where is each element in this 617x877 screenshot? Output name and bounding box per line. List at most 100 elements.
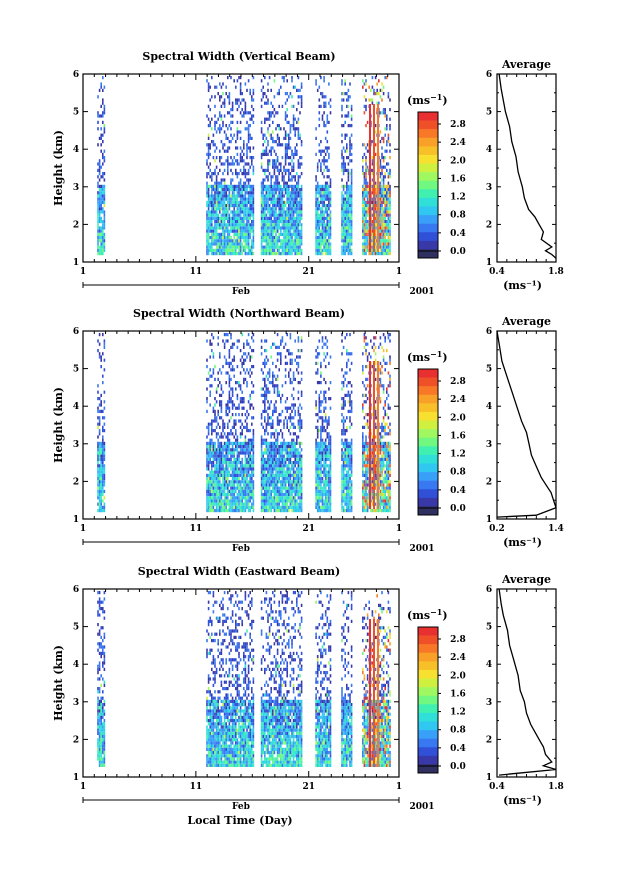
colorbar-tick-label: 0.4 bbox=[450, 486, 466, 496]
colorbar-tick-label: 1.2 bbox=[450, 708, 466, 718]
panel-0: Spectral Width (Vertical Beam) 1 2 3 4 5 6 Heig… bbox=[52, 50, 564, 297]
colorbar-unit: (ms−1) bbox=[407, 349, 448, 364]
y-tick-label: 2 bbox=[73, 477, 79, 487]
colorbar-tick-label: 0.0 bbox=[450, 504, 466, 514]
colorbar-frame bbox=[417, 368, 439, 516]
avg-y-tick-label: 6 bbox=[486, 327, 492, 337]
colorbar-segment bbox=[418, 403, 438, 413]
year-label: 2001 bbox=[409, 287, 434, 297]
panel-2: Spectral Width (Eastward Beam) 1 2 3 4 5 6 Heig… bbox=[52, 565, 564, 812]
panel-title: Spectral Width (Vertical Beam) bbox=[142, 50, 335, 63]
avg-x-tick-label: 1.8 bbox=[548, 267, 564, 277]
avg-y-tick-label: 2 bbox=[486, 220, 492, 230]
x-tick-label: 1 bbox=[396, 524, 402, 534]
y-tick-label: 1 bbox=[73, 258, 79, 268]
colorbar: 2.8 2.4 2.0 1.6 1.2 0.8 0.4 0.0 (ms−1) bbox=[407, 92, 466, 259]
colorbar-segment bbox=[418, 437, 438, 447]
colorbar-tick-label: 1.6 bbox=[450, 689, 466, 699]
colorbar-tick-label: 0.8 bbox=[450, 211, 466, 221]
colorbar-tick-label: 0.4 bbox=[450, 744, 466, 754]
y-tick-label: 3 bbox=[73, 698, 79, 708]
colorbar-segment bbox=[418, 206, 438, 216]
colorbar-segment bbox=[418, 454, 438, 464]
colorbar-segment bbox=[418, 627, 438, 636]
colorbar-segment bbox=[418, 172, 438, 182]
panel-1: Spectral Width (Northward Beam) 1 2 3 4 5 6 Hei… bbox=[52, 307, 564, 554]
colorbar-segment bbox=[418, 644, 438, 654]
avg-y-tick-label: 4 bbox=[486, 402, 492, 412]
avg-y-tick-label: 2 bbox=[486, 477, 492, 487]
avg-y-tick-label: 1 bbox=[486, 773, 492, 783]
average-profile-line bbox=[496, 330, 557, 518]
avg-y-tick-label: 4 bbox=[486, 660, 492, 670]
colorbar-segment bbox=[418, 189, 438, 199]
colorbar-segment bbox=[418, 215, 438, 224]
colorbar-frame bbox=[417, 111, 439, 259]
colorbar-tick-label: 0.8 bbox=[450, 726, 466, 736]
y-tick-label: 4 bbox=[73, 402, 79, 412]
x-tick-label: 1 bbox=[80, 782, 86, 792]
colorbar-segment bbox=[418, 163, 438, 173]
avg-y-tick-label: 1 bbox=[486, 515, 492, 525]
avg-y-tick-label: 2 bbox=[486, 735, 492, 745]
y-tick-label: 2 bbox=[73, 220, 79, 230]
y-tick-label: 6 bbox=[73, 70, 79, 80]
y-tick-label: 5 bbox=[73, 623, 79, 633]
colorbar-tick-label: 2.8 bbox=[450, 377, 466, 387]
colorbar-segment bbox=[418, 669, 438, 679]
avg-x-tick-label: 1.4 bbox=[548, 524, 564, 534]
colorbar-tick-label: 0.8 bbox=[450, 468, 466, 478]
heatmap-cells bbox=[97, 591, 391, 767]
avg-x-tick-label: 0.4 bbox=[489, 267, 505, 277]
colorbar-segment bbox=[418, 472, 438, 481]
colorbar-unit: (ms−1) bbox=[407, 607, 448, 622]
colorbar-tick-label: 2.4 bbox=[450, 653, 466, 663]
colorbar-tick-label: 2.0 bbox=[450, 156, 466, 166]
avg-y-tick-label: 6 bbox=[486, 585, 492, 595]
month-label: Feb bbox=[232, 287, 250, 297]
y-tick-label: 4 bbox=[73, 145, 79, 155]
average-panel: Average 1 2 3 4 5 6 0.4 1.8 (ms⁻¹) bbox=[486, 573, 564, 807]
colorbar-tick-label: 1.6 bbox=[450, 431, 466, 441]
colorbar-tick-label: 2.8 bbox=[450, 635, 466, 645]
colorbar-segment bbox=[418, 180, 438, 190]
colorbar-segment bbox=[418, 635, 438, 645]
x-axis-label: Local Time (Day) bbox=[187, 814, 292, 827]
colorbar-tick-label: 1.2 bbox=[450, 450, 466, 460]
avg-x-tick-label: 0.2 bbox=[489, 524, 505, 534]
colorbar-tick-label: 0.0 bbox=[450, 762, 466, 772]
colorbar-segment bbox=[418, 223, 438, 233]
avg-x-unit: (ms⁻¹) bbox=[503, 279, 542, 292]
avg-y-tick-label: 1 bbox=[486, 258, 492, 268]
average-frame bbox=[496, 73, 557, 263]
month-label: Feb bbox=[232, 802, 250, 812]
avg-x-tick-label: 1.8 bbox=[548, 782, 564, 792]
avg-x-unit: (ms⁻¹) bbox=[503, 794, 542, 807]
colorbar-tick-label: 2.4 bbox=[450, 395, 466, 405]
average-frame bbox=[496, 330, 557, 520]
x-tick-label: 11 bbox=[190, 782, 203, 792]
avg-x-unit: (ms⁻¹) bbox=[503, 536, 542, 549]
average-title: Average bbox=[501, 573, 551, 586]
heatmap-cells bbox=[97, 76, 391, 256]
colorbar-segment bbox=[418, 129, 438, 139]
y-axis-label: Height (km) bbox=[52, 387, 65, 463]
colorbar-segment bbox=[418, 704, 438, 714]
average-title: Average bbox=[501, 58, 551, 71]
average-profile-line bbox=[498, 588, 557, 776]
colorbar-segment bbox=[418, 429, 438, 439]
average-frame bbox=[496, 588, 557, 778]
x-tick-label: 11 bbox=[190, 524, 203, 534]
colorbar-segment bbox=[418, 386, 438, 396]
average-panel: Average 1 2 3 4 5 6 0.4 1.8 (ms⁻¹) bbox=[486, 58, 564, 292]
avg-y-tick-label: 3 bbox=[486, 183, 492, 193]
y-axis-label: Height (km) bbox=[52, 645, 65, 721]
colorbar-segment bbox=[418, 738, 438, 748]
colorbar-segment bbox=[418, 652, 438, 662]
y-tick-label: 4 bbox=[73, 660, 79, 670]
colorbar-segment bbox=[418, 232, 438, 242]
panel-title: Spectral Width (Northward Beam) bbox=[133, 307, 345, 320]
colorbar-segment bbox=[418, 446, 438, 456]
colorbar-frame bbox=[417, 626, 439, 774]
colorbar-segment bbox=[418, 695, 438, 705]
